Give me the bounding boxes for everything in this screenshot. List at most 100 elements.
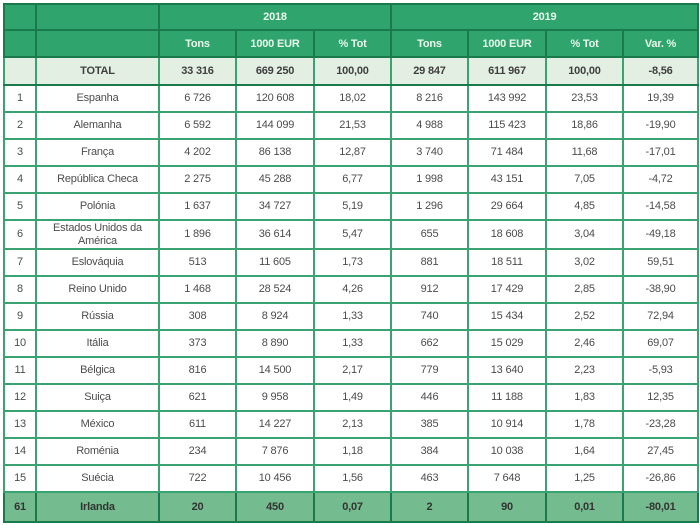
value-cell-6: 72,94 (621, 302, 700, 332)
value-cell-5: 100,00 (545, 56, 624, 86)
value-cell-5: 2,52 (545, 302, 624, 332)
country-cell: México (35, 410, 160, 440)
value-cell-4: 43 151 (467, 165, 547, 194)
value-cell-0: 1 637 (158, 192, 237, 221)
country-cell: Suiça (35, 383, 160, 413)
value-cell-0: 722 (158, 464, 237, 494)
value-cell-6: -23,28 (621, 410, 700, 440)
country-cell: França (35, 138, 160, 167)
value-cell-1: 8 924 (235, 302, 315, 332)
table-row: 15 Suécia 722 10 456 1,56 463 7 648 1,25 -26,86 (3, 464, 700, 494)
value-cell-3: 740 (390, 302, 469, 332)
country-cell: Roménia (35, 437, 160, 467)
col-header-pct-2019: % Tot (545, 29, 624, 58)
col-header-var-pct: Var. % (621, 29, 700, 58)
value-cell-3: 1 998 (390, 165, 469, 194)
value-cell-2: 5,19 (313, 192, 392, 221)
value-cell-2: 1,33 (313, 302, 392, 332)
col-header-tons-2018: Tons (158, 29, 237, 58)
value-cell-5: 3,02 (545, 248, 624, 278)
value-cell-2: 2,13 (313, 410, 392, 440)
value-cell-2: 1,33 (313, 329, 392, 359)
rank-cell: 12 (3, 383, 37, 413)
value-cell-6: 19,39 (621, 84, 700, 113)
country-cell: Irlanda (35, 491, 160, 524)
rank-cell: 13 (3, 410, 37, 440)
value-cell-0: 1 468 (158, 275, 237, 305)
value-cell-1: 450 (235, 491, 315, 524)
value-cell-1: 45 288 (235, 165, 315, 194)
value-cell-3: 655 (390, 218, 469, 251)
value-cell-1: 11 605 (235, 248, 315, 278)
value-cell-6: 27,45 (621, 437, 700, 467)
value-cell-4: 90 (467, 491, 547, 524)
value-cell-5: 3,04 (545, 218, 624, 251)
value-cell-3: 1 296 (390, 192, 469, 221)
value-cell-4: 15 434 (467, 302, 547, 332)
value-cell-6: 69,07 (621, 329, 700, 359)
country-cell: Alemanha (35, 111, 160, 140)
country-cell: Itália (35, 329, 160, 359)
table-row: 3 França 4 202 86 138 12,87 3 740 71 484 11,68-… (3, 138, 700, 167)
value-cell-4: 18 608 (467, 218, 547, 251)
country-cell: Polónia (35, 192, 160, 221)
value-cell-1: 28 524 (235, 275, 315, 305)
value-cell-4: 11 188 (467, 383, 547, 413)
value-cell-4: 17 429 (467, 275, 547, 305)
rank-cell: 5 (3, 192, 37, 221)
value-cell-0: 513 (158, 248, 237, 278)
value-cell-1: 144 099 (235, 111, 315, 140)
country-subheader-cell (35, 29, 160, 58)
value-cell-0: 816 (158, 356, 237, 386)
value-cell-4: 13 640 (467, 356, 547, 386)
value-cell-3: 662 (390, 329, 469, 359)
value-cell-3: 29 847 (390, 56, 469, 86)
value-cell-2: 18,02 (313, 84, 392, 113)
rank-cell (3, 56, 37, 86)
rank-cell: 61 (3, 491, 37, 524)
value-cell-4: 29 664 (467, 192, 547, 221)
value-cell-2: 21,53 (313, 111, 392, 140)
table-row: 6 Estados Unidos da América 1 896 36 614 5,4… (3, 218, 700, 251)
year-header-row: 2018 2019 (3, 3, 700, 31)
table-row: 4 República Checa 2 275 45 288 6,77 1 998 43 1… (3, 165, 700, 194)
col-header-eur-2018: 1000 EUR (235, 29, 315, 58)
column-header-row: Tons 1000 EUR % Tot Tons 1000 EUR % Tot … (3, 29, 700, 58)
value-cell-1: 8 890 (235, 329, 315, 359)
value-cell-0: 621 (158, 383, 237, 413)
value-cell-5: 0,01 (545, 491, 624, 524)
value-cell-6: -4,72 (621, 165, 700, 194)
value-cell-3: 881 (390, 248, 469, 278)
value-cell-5: 1,64 (545, 437, 624, 467)
value-cell-3: 463 (390, 464, 469, 494)
value-cell-2: 1,18 (313, 437, 392, 467)
value-cell-6: -17,01 (621, 138, 700, 167)
value-cell-3: 4 988 (390, 111, 469, 140)
value-cell-3: 385 (390, 410, 469, 440)
value-cell-0: 33 316 (158, 56, 237, 86)
value-cell-0: 4 202 (158, 138, 237, 167)
value-cell-1: 14 500 (235, 356, 315, 386)
value-cell-3: 2 (390, 491, 469, 524)
value-cell-0: 6 592 (158, 111, 237, 140)
table-row: 10 Itália 373 8 890 1,33 662 15 029 2,46 69,07 (3, 329, 700, 359)
value-cell-4: 18 511 (467, 248, 547, 278)
rank-cell: 14 (3, 437, 37, 467)
value-cell-5: 18,86 (545, 111, 624, 140)
value-cell-2: 1,49 (313, 383, 392, 413)
table-row: 2 Alemanha 6 592 144 099 21,53 4 988 115 423 18… (3, 111, 700, 140)
value-cell-5: 2,85 (545, 275, 624, 305)
rank-cell: 10 (3, 329, 37, 359)
rank-cell: 4 (3, 165, 37, 194)
value-cell-6: -8,56 (621, 56, 700, 86)
country-cell: Reino Unido (35, 275, 160, 305)
value-cell-2: 2,17 (313, 356, 392, 386)
value-cell-2: 100,00 (313, 56, 392, 86)
value-cell-0: 20 (158, 491, 237, 524)
value-cell-2: 5,47 (313, 218, 392, 251)
rank-cell: 8 (3, 275, 37, 305)
value-cell-4: 7 648 (467, 464, 547, 494)
year-header-2019: 2019 (389, 3, 700, 31)
country-cell: Eslováquia (35, 248, 160, 278)
value-cell-4: 15 029 (467, 329, 547, 359)
